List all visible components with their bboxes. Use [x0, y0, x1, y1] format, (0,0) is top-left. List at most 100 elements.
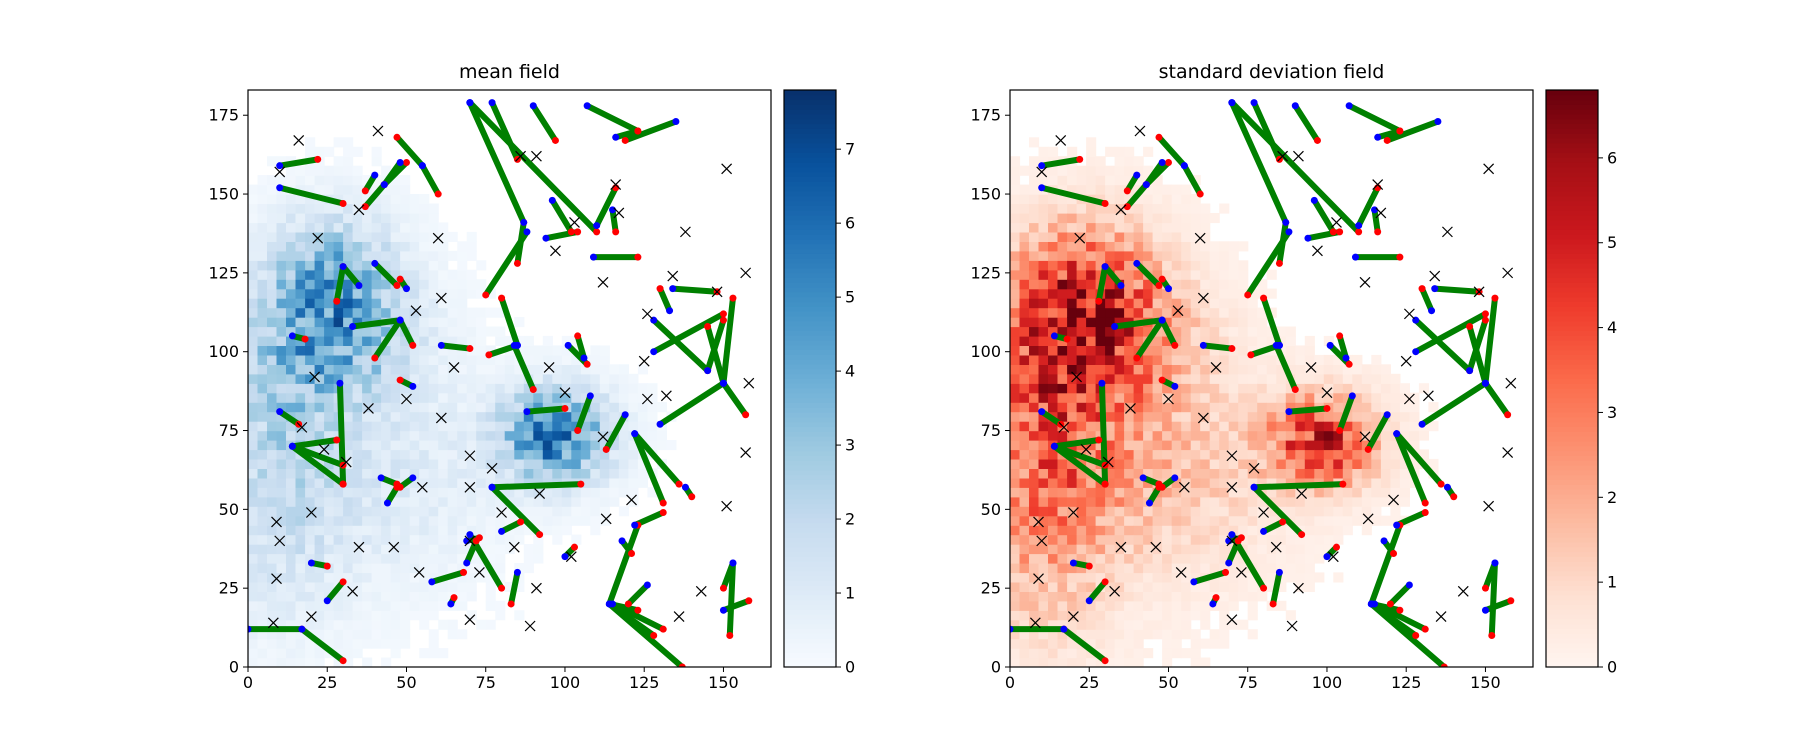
chart-title: standard deviation field	[1159, 61, 1385, 83]
x-marker	[1375, 207, 1387, 219]
x-marker	[638, 355, 650, 367]
x-marker	[1483, 163, 1495, 175]
segment-start-marker	[1491, 559, 1499, 567]
x-marker	[667, 270, 679, 282]
mean-field-panel: 0 25 50 75 100 125 1500255075100125150175mean …	[208, 61, 855, 692]
segment-end-marker	[1421, 509, 1429, 517]
segment-end-marker	[333, 436, 341, 444]
segment-start-marker	[1348, 392, 1356, 400]
network-segment	[584, 102, 641, 134]
network-segment	[371, 260, 400, 289]
segment-end-marker	[1164, 159, 1172, 167]
y-tick-label: 150	[970, 185, 1001, 204]
y-tick-label: 100	[970, 342, 1001, 361]
network-segment	[1276, 219, 1289, 267]
segment-end-marker	[593, 228, 601, 236]
network-segment	[511, 342, 537, 393]
x-marker	[1058, 421, 1070, 433]
network-segment	[631, 430, 667, 507]
segment-end-marker	[704, 322, 712, 330]
x-marker	[1305, 362, 1317, 373]
x-marker	[435, 292, 447, 304]
x-marker	[1327, 551, 1339, 563]
segment-start-marker	[729, 559, 737, 567]
segment-start-marker	[1351, 253, 1359, 261]
overlay-network	[1010, 99, 1517, 667]
segment-start-marker	[1310, 196, 1318, 204]
network-segment	[1228, 99, 1289, 226]
segment-end-marker	[1101, 200, 1109, 208]
segment-end-marker	[1171, 341, 1179, 349]
network-segment	[1387, 582, 1413, 607]
segment-start-marker	[1228, 531, 1236, 539]
x-tick-label: 125	[629, 673, 660, 692]
network-segment	[720, 295, 736, 387]
network-segment	[657, 285, 673, 314]
segment-end-marker	[536, 531, 544, 539]
x-marker	[711, 286, 723, 298]
segment-end-marker	[1063, 335, 1071, 343]
segment-start-marker	[298, 625, 306, 633]
x-marker	[1226, 481, 1238, 493]
network-segment	[1260, 295, 1283, 349]
colorbar-tick-label: 5	[1607, 233, 1617, 252]
y-tick-label: 0	[991, 658, 1001, 677]
x-marker	[1400, 355, 1412, 367]
segment-start-marker	[1050, 332, 1058, 340]
segment-end-marker	[1234, 537, 1242, 545]
x-marker	[464, 450, 476, 462]
segment-end-marker	[1386, 600, 1394, 608]
segment-start-marker	[371, 259, 379, 267]
network-segment	[1355, 184, 1381, 229]
segment-end-marker	[1332, 543, 1340, 551]
x-marker	[1194, 232, 1206, 244]
segment-end-marker	[1269, 600, 1277, 608]
x-marker	[1071, 371, 1082, 383]
x-marker	[1115, 541, 1127, 553]
segment-end-marker	[1345, 360, 1353, 368]
segment-end-marker	[634, 606, 642, 614]
x-marker	[613, 207, 625, 219]
network-segment	[466, 99, 600, 235]
network-segment	[669, 285, 721, 295]
segment-start-marker	[681, 483, 689, 491]
network-segment	[650, 317, 711, 374]
network-segment	[489, 484, 543, 538]
segment-start-marker	[1304, 234, 1312, 242]
segment-end-marker	[1481, 584, 1489, 592]
colorbar-tick-label: 5	[845, 288, 855, 307]
x-marker	[550, 245, 561, 257]
network-segment	[523, 405, 568, 415]
x-marker	[1067, 507, 1079, 518]
x-marker	[515, 150, 527, 162]
x-marker	[372, 125, 384, 137]
x-marker	[1505, 377, 1517, 389]
segment-start-marker	[447, 600, 455, 608]
network-segment	[1200, 342, 1235, 352]
x-marker	[1441, 226, 1453, 238]
network-segment	[720, 380, 749, 418]
segment-end-marker	[1228, 345, 1236, 353]
x-marker	[1362, 513, 1374, 525]
x-marker	[1331, 217, 1342, 228]
segment-start-marker	[1380, 537, 1388, 545]
x-marker	[597, 276, 609, 288]
segment-start-marker	[1085, 597, 1093, 605]
network-segment	[603, 411, 629, 453]
segment-end-marker	[675, 480, 683, 488]
x-tick-label: 150	[1470, 673, 1501, 692]
x-marker	[679, 226, 691, 238]
x-marker	[1502, 267, 1514, 279]
segment-end-marker	[1076, 155, 1084, 163]
segment-start-marker	[1038, 408, 1046, 416]
x-marker	[271, 573, 282, 585]
segment-end-marker	[1355, 228, 1363, 236]
segment-start-marker	[1133, 171, 1141, 179]
segment-start-marker	[1291, 102, 1299, 110]
segment-end-marker	[567, 228, 575, 236]
network-segment	[1419, 380, 1489, 428]
x-marker	[626, 494, 637, 506]
segment-start-marker	[1139, 474, 1147, 482]
network-segment	[336, 380, 347, 488]
segment-start-marker	[1374, 133, 1382, 141]
